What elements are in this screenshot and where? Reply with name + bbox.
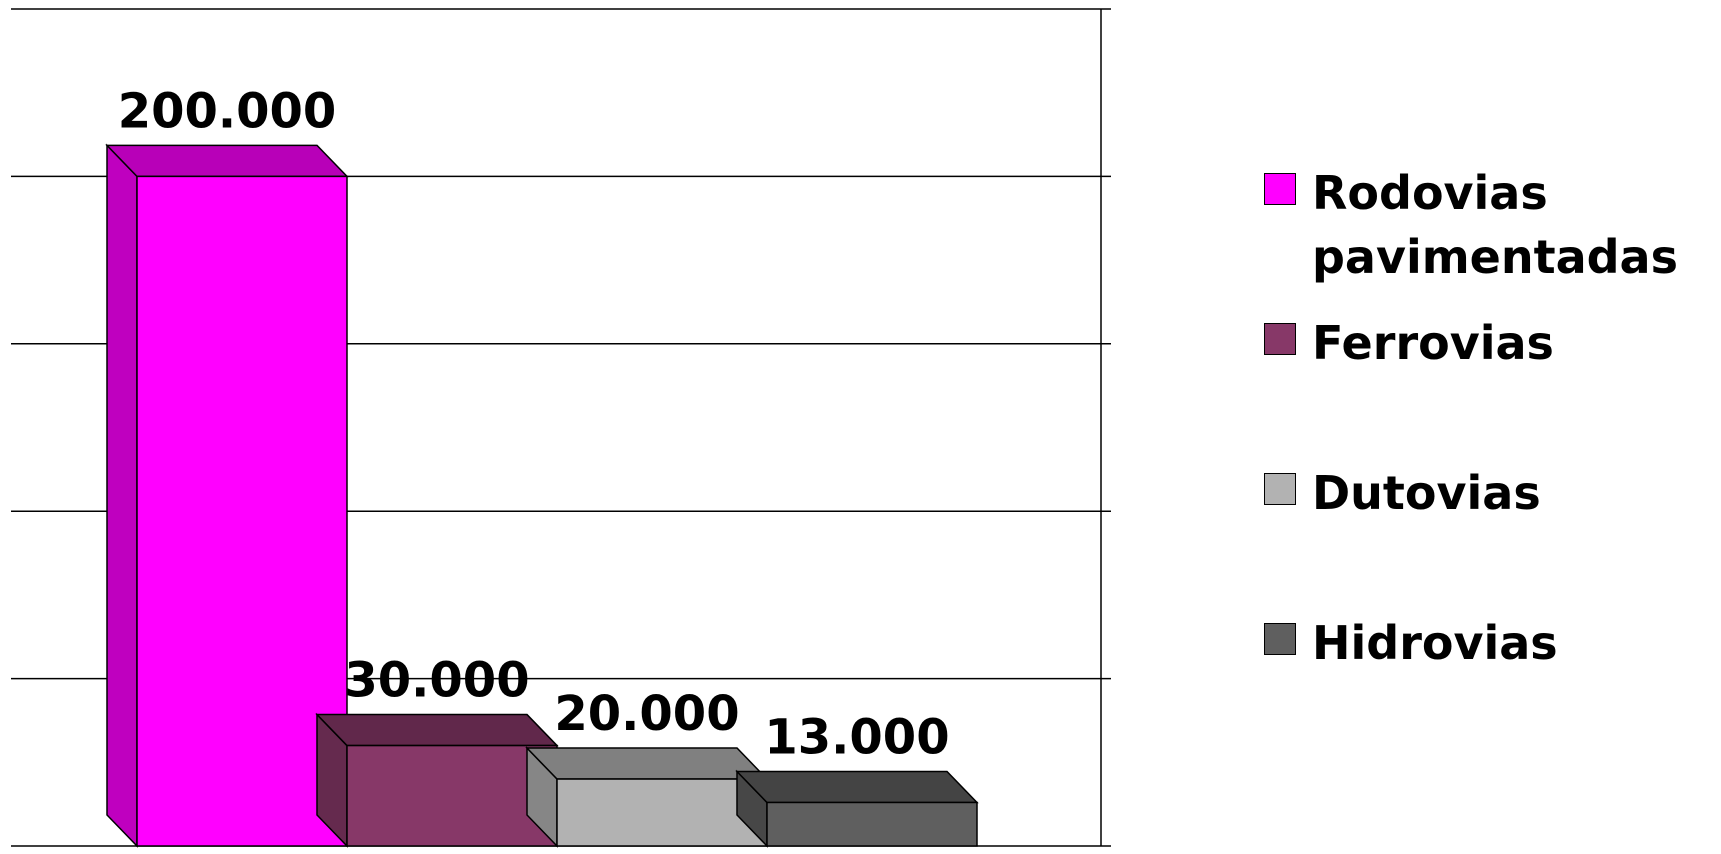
bar (556, 778, 768, 847)
legend-label: Ferrovias (1312, 316, 1554, 370)
bar (136, 175, 348, 847)
bar (766, 801, 978, 847)
legend-item: Rodovias pavimentadas (1264, 161, 1712, 289)
data-label: 30.000 (344, 653, 529, 709)
legend-label: Rodovias pavimentadas (1312, 166, 1678, 284)
bar (346, 744, 558, 847)
bar-top (105, 144, 349, 178)
legend-swatch (1264, 323, 1296, 355)
bar-top (525, 747, 769, 780)
legend-label: Hidrovias (1312, 616, 1558, 670)
bar-top (315, 713, 559, 747)
legend-item: Dutovias (1264, 461, 1712, 525)
legend-item: Ferrovias (1264, 311, 1712, 375)
bar-side (106, 143, 138, 848)
legend-label: Dutovias (1312, 466, 1541, 520)
legend-swatch (1264, 173, 1296, 205)
data-label: 200.000 (118, 83, 337, 139)
data-label: 20.000 (554, 686, 739, 742)
legend-swatch (1264, 623, 1296, 655)
bar-top (735, 770, 979, 804)
legend-swatch (1264, 473, 1296, 505)
data-label: 13.000 (764, 709, 949, 765)
legend-item: Hidrovias (1264, 611, 1712, 675)
